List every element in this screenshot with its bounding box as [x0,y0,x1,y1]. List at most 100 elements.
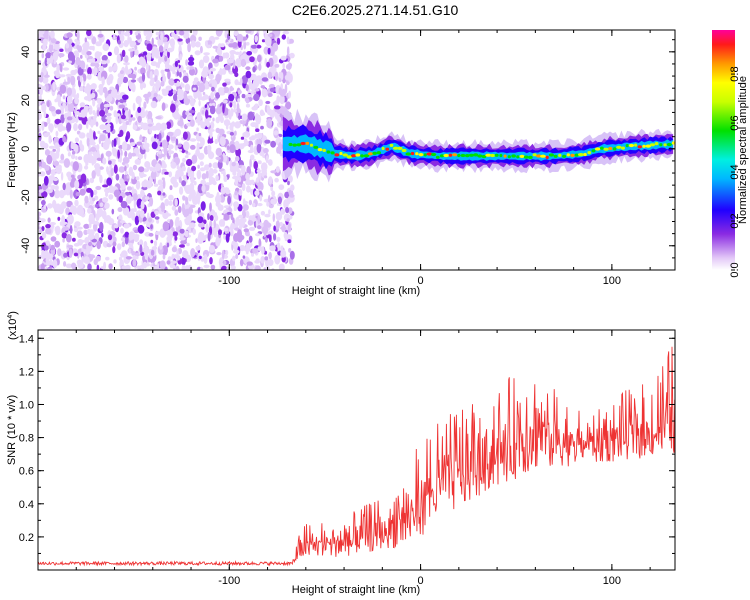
noise-speckle [106,123,111,128]
noise-speckle [230,265,236,270]
noise-speckle [120,227,124,234]
noise-speckle [201,70,208,78]
noise-speckle [169,185,173,191]
noise-speckle [208,73,215,80]
noise-speckle [168,171,172,178]
noise-speckle [59,84,67,94]
noise-speckle [62,135,66,143]
noise-speckle [38,226,42,230]
noise-speckle [62,182,66,191]
noise-speckle [221,220,226,227]
signal-core-spot [426,152,433,156]
signal-core-spot [452,153,458,157]
noise-speckle [50,185,56,190]
noise-speckle [131,214,134,220]
noise-speckle [109,105,114,111]
noise-speckle [92,220,99,225]
noise-speckle [58,205,64,215]
noise-speckle [154,216,160,220]
noise-speckle [176,102,182,106]
noise-speckle [95,41,102,47]
noise-speckle [164,68,171,72]
noise-speckle [72,237,76,242]
noise-speckle [208,128,215,132]
noise-speckle [263,175,268,179]
noise-speckle [152,265,158,270]
noise-speckle [125,135,129,143]
noise-speckle [67,106,75,112]
signal-core-spot [532,153,537,157]
y-tick-label: 1.0 [19,399,34,411]
noise-speckle [179,186,184,195]
noise-speckle [128,37,132,44]
noise-speckle [79,75,83,83]
noise-speckle [215,237,221,247]
noise-speckle [153,92,158,98]
noise-speckle [113,33,116,39]
noise-speckle [62,226,69,231]
noise-speckle [162,168,167,173]
noise-speckle [199,60,204,68]
noise-speckle [140,200,145,210]
noise-speckle [234,175,239,186]
noise-speckle [286,36,290,45]
signal-core-spot [603,147,609,151]
noise-speckle [161,177,165,181]
noise-speckle [135,176,140,181]
noise-speckle [140,124,144,129]
noise-speckle [161,102,166,112]
noise-speckle [167,47,174,53]
noise-speckle [160,80,165,87]
signal-core-spot [385,147,390,151]
noise-speckle [249,154,255,161]
noise-speckle [177,38,183,42]
noise-speckle [108,66,113,73]
noise-speckle [52,148,56,152]
noise-speckle [51,152,57,162]
noise-speckle [63,158,71,168]
y-tick-label: 1.2 [19,366,34,378]
noise-speckle [166,229,173,237]
signal-core-spot [481,154,487,159]
noise-speckle [196,142,200,152]
noise-speckle [87,153,92,162]
signal-core-spot [435,155,440,159]
signal-core-spot [628,143,635,148]
noise-speckle [268,233,272,243]
colorbar-tick-label: 0.8 [729,66,741,81]
noise-speckle [149,166,154,172]
noise-speckle [72,161,80,172]
noise-speckle [75,56,81,66]
noise-speckle [192,87,197,91]
noise-speckle [129,142,136,147]
y-tick-label: 0.6 [19,466,34,478]
noise-speckle [158,150,162,155]
noise-speckle [209,67,216,72]
noise-speckle [215,194,222,204]
noise-speckle [276,37,281,45]
noise-speckle [190,40,196,48]
signal-core-spot [346,155,353,159]
noise-speckle [47,203,53,209]
signal-core-spot [499,153,503,158]
snr-ticks: -100 0 100 0.2 0.4 0.6 0.8 1.0 1.2 1.4 [19,330,675,587]
noise-speckle [167,69,171,80]
noise-speckle [150,211,156,218]
noise-speckle [214,36,220,40]
x-tick-label: 0 [418,575,424,587]
noise-speckle [174,82,181,87]
noise-speckle [164,198,170,207]
signal-core-spot [355,153,361,157]
signal-core-spot [477,154,483,158]
noise-speckle [174,128,182,137]
noise-speckle [228,93,235,102]
noise-speckle [137,106,142,113]
noise-speckle [51,169,57,173]
noise-speckle [253,161,258,170]
noise-speckle [257,225,262,230]
noise-speckle [143,182,147,188]
noise-speckle [78,239,86,243]
noise-speckle [117,30,122,35]
noise-speckle [266,119,271,123]
noise-speckle [185,196,189,206]
